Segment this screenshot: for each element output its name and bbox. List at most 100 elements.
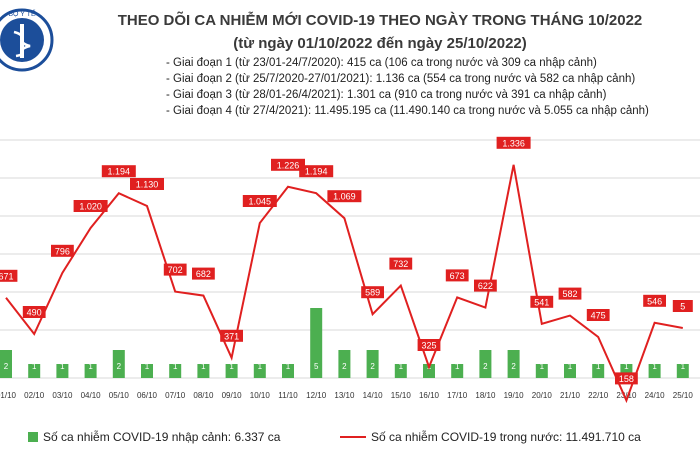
legend-line: Số ca nhiễm COVID-19 trong nước: 11.491.… [340, 430, 641, 444]
bar-label-25/10: 1 [681, 362, 686, 371]
line-label-10/10: 1.045 [249, 197, 272, 207]
bar-02/10 [28, 364, 41, 378]
chart-title: THEO DÕI CA NHIỄM MỚI COVID-19 THEO NGÀY… [117, 12, 643, 29]
line-label-box [586, 309, 610, 321]
line-label-12/10: 1.194 [305, 167, 328, 177]
svg-text:BỘ Y TẾ: BỘ Y TẾ [8, 8, 36, 18]
line-label-23/10: 158 [619, 374, 634, 384]
x-tick-24/10: 24/10 [645, 391, 666, 400]
line-point-22/10: 475 [586, 309, 610, 321]
line-label-box [163, 263, 187, 276]
line-label-14/10: 589 [365, 288, 380, 298]
bar-06/10 [141, 364, 153, 378]
bar-label-05/10: 2 [117, 362, 122, 371]
x-tick-04/10: 04/10 [81, 391, 102, 400]
line-label-box [0, 269, 18, 282]
line-label-box [242, 195, 277, 207]
line-label-box [327, 190, 362, 203]
bar-label-21/10: 1 [568, 362, 573, 371]
x-tick-11/10: 11/10 [278, 391, 298, 400]
legend-line-swatch [340, 436, 366, 438]
bar-24/10 [648, 364, 661, 378]
x-tick-13/10: 13/10 [334, 391, 355, 400]
bar-label-19/10: 2 [511, 362, 516, 371]
x-tick-06/10: 06/10 [137, 391, 158, 400]
line-point-24/10: 546 [643, 294, 666, 307]
line-label-box [192, 267, 215, 280]
bar-label-15/10: 1 [399, 362, 404, 371]
line-label-06/10: 1.130 [136, 180, 159, 190]
line-label-15/10: 732 [393, 259, 408, 269]
legend-bar-swatch [28, 432, 38, 442]
line-series-domestic [5, 164, 683, 404]
x-tick-22/10: 22/10 [588, 391, 609, 400]
x-tick-03/10: 03/10 [52, 391, 73, 400]
x-tick-14/10: 14/10 [363, 391, 384, 400]
line-label-25/10: 5 [680, 302, 685, 312]
line-point-08/10: 682 [192, 267, 215, 280]
line-point-17/10: 673 [445, 269, 469, 282]
bar-label-22/10: 1 [596, 362, 601, 371]
bar-label-24/10: 1 [652, 362, 657, 371]
line-label-box [530, 295, 554, 308]
line-label-17/10: 673 [450, 271, 465, 281]
line-label-box [417, 339, 441, 351]
line-point-23/10: 158 [615, 372, 638, 385]
bar-17/10 [451, 364, 464, 378]
line-label-box [22, 306, 46, 318]
line-label-20/10: 541 [534, 297, 549, 307]
line-point-04/10: 1.020 [73, 200, 108, 212]
bar-07/10 [169, 364, 182, 378]
bar-16/10 [423, 364, 435, 378]
legend-line-label: Số ca nhiễm COVID-19 trong nước: 11.491.… [371, 430, 641, 444]
line-label-24/10: 546 [647, 296, 662, 306]
bar-09/10 [225, 364, 238, 378]
line-label-22/10: 475 [591, 311, 606, 321]
bar-label-04/10: 1 [88, 362, 93, 371]
x-tick-15/10: 15/10 [391, 391, 412, 400]
bar-label-03/10: 1 [60, 362, 65, 371]
bar-05/10 [112, 350, 125, 378]
line-label-box [51, 244, 74, 257]
line-label-03/10: 796 [55, 246, 70, 256]
bar-18/10 [479, 350, 492, 378]
bar-label-10/10: 1 [258, 362, 263, 371]
line-label-08/10: 682 [196, 269, 211, 279]
line-label-07/10: 702 [168, 265, 183, 275]
x-tick-21/10: 21/10 [560, 391, 581, 400]
line-label-box [73, 200, 108, 212]
bar-10/10 [253, 364, 266, 378]
line-label-01/10: 671 [0, 271, 14, 281]
x-tick-12/10: 12/10 [306, 391, 327, 400]
bar-label-23/10: 1 [624, 362, 629, 371]
line-label-box [389, 257, 413, 270]
bar-label-06/10: 1 [145, 362, 150, 371]
bar-20/10 [535, 364, 548, 378]
x-tick-17/10: 17/10 [447, 391, 468, 400]
line-label-18/10: 622 [478, 281, 493, 291]
line-label-box [130, 178, 164, 190]
ministry-of-health-logo: BỘ Y TẾ [0, 2, 60, 82]
line-label-box [220, 329, 243, 342]
bar-11/10 [282, 364, 294, 378]
bar-label-08/10: 1 [201, 362, 206, 371]
bar-08/10 [197, 364, 210, 378]
line-label-box [496, 136, 531, 149]
line-label-box [672, 300, 693, 312]
bar-01/10 [0, 350, 12, 378]
phase-notes: - Giai đoạn 1 (từ 23/01-24/7/2020): 415 … [166, 55, 649, 119]
phase-note: - Giai đoạn 1 (từ 23/01-24/7/2020): 415 … [166, 57, 597, 69]
line-point-07/10: 702 [163, 263, 187, 276]
bar-label-14/10: 2 [370, 362, 375, 371]
x-tick-09/10: 09/10 [222, 391, 243, 400]
line-label-box [615, 372, 638, 385]
bar-label-13/10: 2 [342, 362, 347, 371]
x-tick-23/10: 23/10 [616, 391, 637, 400]
bar-15/10 [394, 364, 407, 378]
phase-note: - Giai đoạn 4 (từ 27/4/2021): 11.495.195… [166, 105, 649, 117]
x-tick-08/10: 08/10 [193, 391, 214, 400]
legend-bar-label: Số ca nhiễm COVID-19 nhập cảnh: 6.337 ca [43, 430, 281, 444]
line-point-12/10: 1.194 [299, 165, 334, 178]
line-label-11/10: 1.226 [277, 160, 300, 170]
